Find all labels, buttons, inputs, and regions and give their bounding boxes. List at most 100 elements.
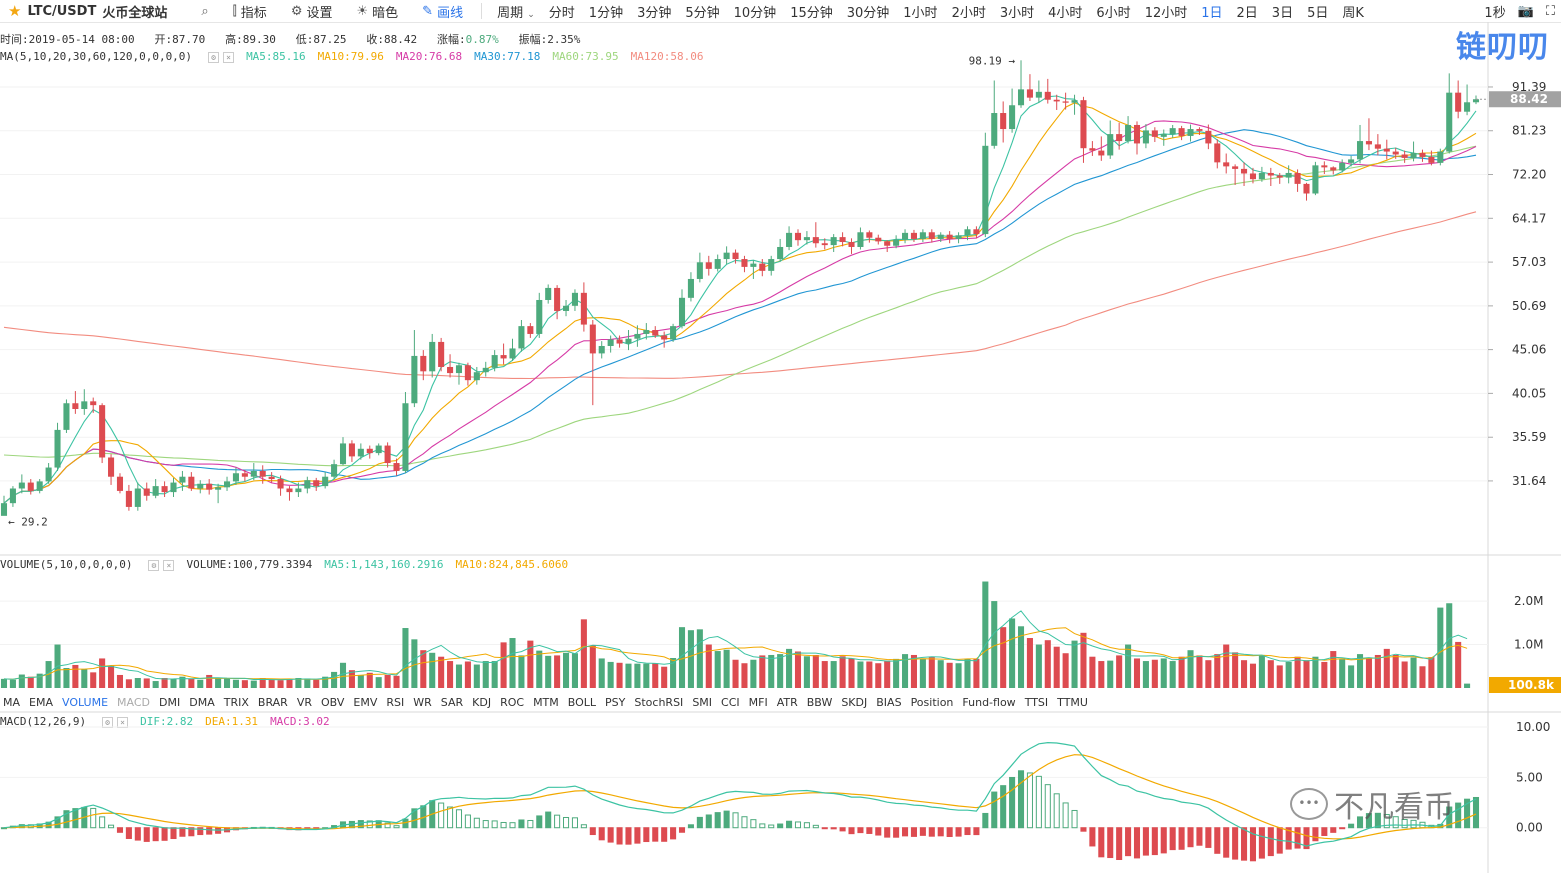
candle-body <box>197 483 204 489</box>
volume-bar <box>973 658 980 688</box>
dea-line <box>3 754 1477 840</box>
indicator-tab-brar[interactable]: BRAR <box>257 695 288 709</box>
indicator-tab-vr[interactable]: VR <box>296 695 312 709</box>
draw-button[interactable]: ✎ 画线 <box>422 2 463 21</box>
period-4[interactable]: 10分钟 <box>733 5 777 21</box>
indicator-tab-dmi[interactable]: DMI <box>159 695 181 709</box>
settings-button[interactable]: ⚙ 设置 <box>291 2 333 21</box>
candle-body <box>339 443 347 465</box>
second-interval[interactable]: 1秒 <box>1484 5 1506 21</box>
indicator-tab-kdj[interactable]: KDJ <box>472 695 492 709</box>
period-5[interactable]: 15分钟 <box>790 5 833 21</box>
indicator-tab-fund-flow[interactable]: Fund-flow <box>962 695 1016 709</box>
indicator-tab-smi[interactable]: SMI <box>692 695 713 709</box>
period-16[interactable]: 5日 <box>1307 5 1329 21</box>
camera-icon[interactable]: 📷 <box>1517 3 1534 19</box>
symbol-block[interactable]: ★ LTC/USDT 火币全球站 <box>0 2 167 21</box>
period-12[interactable]: 12小时 <box>1144 5 1188 21</box>
period-6[interactable]: 30分钟 <box>846 5 890 21</box>
ma-legend: MA(5,10,20,30,60,120,0,0,0,0) ⚙ × MA5:85.… <box>0 50 703 63</box>
indicator-tab-stochrsi[interactable]: StochRSI <box>634 695 684 709</box>
volume-bar <box>9 679 16 688</box>
indicator-tab-trix[interactable]: TRIX <box>223 695 249 709</box>
period-10[interactable]: 4小时 <box>1048 5 1083 21</box>
indicator-tab-dma[interactable]: DMA <box>189 695 215 709</box>
macd-histogram-bar <box>482 820 489 829</box>
exchange-name: 火币全球站 <box>102 5 168 21</box>
period-1[interactable]: 1分钟 <box>588 5 624 21</box>
macd-tick-label: 10.00 <box>1516 720 1550 734</box>
volume-bar <box>259 678 266 688</box>
period-7[interactable]: 1小时 <box>903 5 938 21</box>
period-15[interactable]: 3日 <box>1271 5 1294 21</box>
close-icon[interactable]: × <box>163 560 175 571</box>
candle-body <box>1472 99 1480 103</box>
indicators-button[interactable]: ⫿ 指标 <box>233 2 267 21</box>
volume-bar <box>1249 663 1257 688</box>
macd-histogram-bar <box>625 827 632 845</box>
indicator-tab-cci[interactable]: CCI <box>721 695 740 709</box>
candle-body <box>1044 91 1051 100</box>
indicator-tab-ma[interactable]: MA <box>3 695 21 709</box>
indicator-tab-skdj[interactable]: SKDJ <box>841 695 868 709</box>
volume-bar <box>482 661 489 688</box>
search-icon[interactable]: ⌕ <box>201 3 209 19</box>
last-price-tag-bg <box>1489 91 1561 108</box>
price-tick-label: 40.05 <box>1512 386 1546 400</box>
indicator-tab-ttsi[interactable]: TTSI <box>1024 695 1049 709</box>
volume-bar <box>991 601 998 688</box>
period-13[interactable]: 1日 <box>1201 5 1223 21</box>
ma-legend-controls[interactable]: ⚙ × <box>204 50 235 63</box>
volume-bar <box>1232 652 1239 688</box>
close-icon[interactable]: × <box>223 52 235 63</box>
macd-histogram-bar <box>732 812 739 829</box>
candle-body <box>1169 128 1176 135</box>
theme-button[interactable]: ☀ 暗色 <box>356 2 398 21</box>
volume-bar <box>545 655 552 688</box>
macd-histogram-bar <box>768 824 775 829</box>
candle-body <box>45 467 52 482</box>
settings-small-icon[interactable]: ⚙ <box>148 560 160 571</box>
indicator-tab-mtm[interactable]: MTM <box>533 695 559 709</box>
indicator-tab-macd[interactable]: MACD <box>117 695 151 709</box>
period-3[interactable]: 5分钟 <box>685 5 720 21</box>
volume-bar <box>1356 654 1364 688</box>
indicator-tab-obv[interactable]: OBV <box>321 695 345 709</box>
volume-legend-controls[interactable]: ⚙ × <box>144 558 175 571</box>
indicator-tab-mfi[interactable]: MFI <box>748 695 768 709</box>
period-17[interactable]: 周K <box>1342 5 1364 21</box>
period-2[interactable]: 3分钟 <box>637 5 672 21</box>
indicator-tab-ema[interactable]: EMA <box>29 695 53 709</box>
indicator-tab-atr[interactable]: ATR <box>776 695 798 709</box>
indicator-tab-bias[interactable]: BIAS <box>876 695 902 709</box>
close-label: 收: <box>366 33 384 46</box>
period-14[interactable]: 2日 <box>1236 5 1258 21</box>
macd-tick-label: 5.00 <box>1516 770 1543 784</box>
favorite-star-icon[interactable]: ★ <box>8 2 22 20</box>
low-value: 87.25 <box>313 33 347 46</box>
candle-body <box>910 232 917 239</box>
volume-bar <box>438 656 445 688</box>
period-0[interactable]: 分时 <box>548 5 575 21</box>
indicator-tab-wr[interactable]: WR <box>413 695 432 709</box>
macd-histogram-bar <box>1312 827 1319 842</box>
indicator-tab-position[interactable]: Position <box>910 695 954 709</box>
volume-bar <box>1125 644 1132 688</box>
indicator-tab-emv[interactable]: EMV <box>353 695 378 709</box>
period-9[interactable]: 3小时 <box>999 5 1035 21</box>
period-dropdown[interactable]: 周期 ⌄ <box>490 2 542 21</box>
indicator-tab-volume[interactable]: VOLUME <box>61 695 109 709</box>
indicator-tab-rsi[interactable]: RSI <box>386 695 405 709</box>
indicator-tab-sar[interactable]: SAR <box>440 695 464 709</box>
period-8[interactable]: 2小时 <box>951 5 986 21</box>
fullscreen-icon[interactable]: ⛶ <box>1545 3 1555 19</box>
settings-small-icon[interactable]: ⚙ <box>208 52 220 63</box>
indicator-tab-boll[interactable]: BOLL <box>567 695 597 709</box>
indicator-tab-roc[interactable]: ROC <box>500 695 525 709</box>
indicator-tab-ttmu[interactable]: TTMU <box>1057 695 1088 709</box>
candle-body <box>714 259 721 269</box>
indicator-tab-psy[interactable]: PSY <box>605 695 626 709</box>
indicator-tab-bbw[interactable]: BBW <box>806 695 833 709</box>
period-11[interactable]: 6小时 <box>1096 5 1131 21</box>
